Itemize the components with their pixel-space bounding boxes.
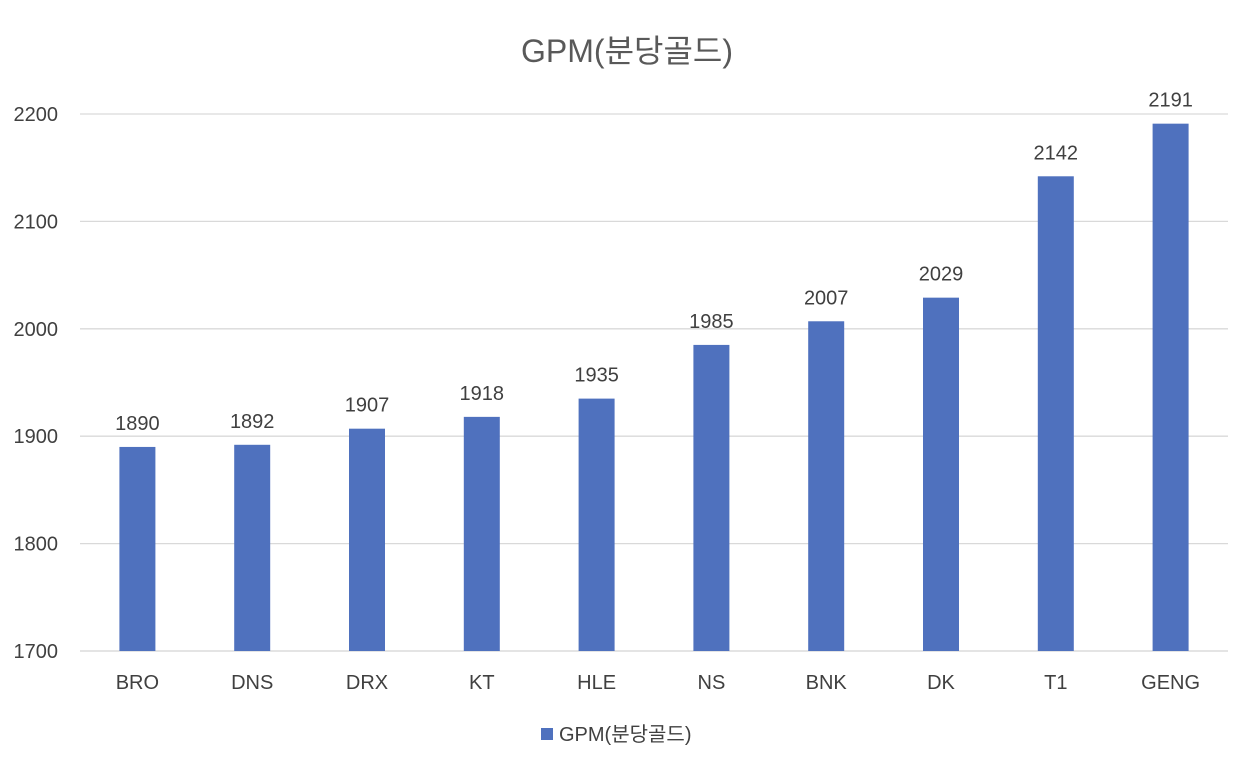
legend: GPM(분당골드) — [541, 723, 691, 746]
y-tick-label: 2200 — [14, 104, 59, 126]
y-tick-label: 2000 — [14, 319, 59, 341]
x-tick-label: HLE — [577, 672, 616, 694]
y-tick-label: 2100 — [14, 211, 59, 233]
y-axis-ticks: 1700 1800 1900 2000 2100 2200 — [14, 104, 59, 663]
bars — [119, 123, 1189, 652]
bar-hle — [578, 398, 615, 651]
x-tick-label: NS — [698, 672, 726, 694]
bar-t1 — [1037, 176, 1074, 652]
x-tick-label: T1 — [1044, 672, 1067, 694]
bar-ns — [693, 344, 730, 651]
legend-swatch — [541, 728, 553, 740]
bar-bnk — [808, 321, 845, 651]
y-tick-label: 1900 — [14, 426, 59, 448]
x-tick-label: GENG — [1141, 672, 1200, 694]
data-label-ns: 1985 — [689, 311, 734, 333]
bar-kt — [463, 416, 500, 651]
data-label-dk: 2029 — [919, 264, 964, 286]
data-label-kt: 1918 — [460, 383, 505, 405]
y-tick-label: 1800 — [14, 534, 59, 556]
data-label-bro: 1890 — [115, 413, 160, 435]
bar-dk — [923, 297, 959, 651]
x-axis-ticks: BRO DNS DRX KT HLE NS BNK DK T1 GENG — [116, 672, 1200, 694]
x-tick-label: DRX — [346, 672, 388, 694]
x-tick-label: DNS — [231, 672, 273, 694]
data-label-bnk: 2007 — [804, 287, 849, 309]
bar-bro — [119, 446, 156, 651]
x-tick-label: BNK — [806, 672, 848, 694]
gridlines — [80, 113, 1228, 652]
data-labels: 1890 1892 1907 1918 1935 1985 2007 2029 2142 2191 — [115, 90, 1193, 435]
data-label-drx: 1907 — [345, 395, 390, 417]
chart-title: GPM(분당골드) — [521, 33, 733, 69]
data-label-t1: 2142 — [1034, 142, 1079, 164]
y-tick-label: 1700 — [14, 641, 59, 663]
bar-drx — [349, 428, 385, 651]
data-label-hle: 1935 — [574, 365, 619, 387]
x-tick-label: KT — [469, 672, 495, 694]
x-tick-label: DK — [927, 672, 955, 694]
x-tick-label: BRO — [116, 672, 159, 694]
bar-geng — [1152, 123, 1189, 651]
bar-dns — [234, 444, 271, 651]
legend-label: GPM(분당골드) — [559, 723, 691, 746]
data-label-geng: 2191 — [1148, 90, 1193, 112]
data-label-dns: 1892 — [230, 411, 275, 433]
